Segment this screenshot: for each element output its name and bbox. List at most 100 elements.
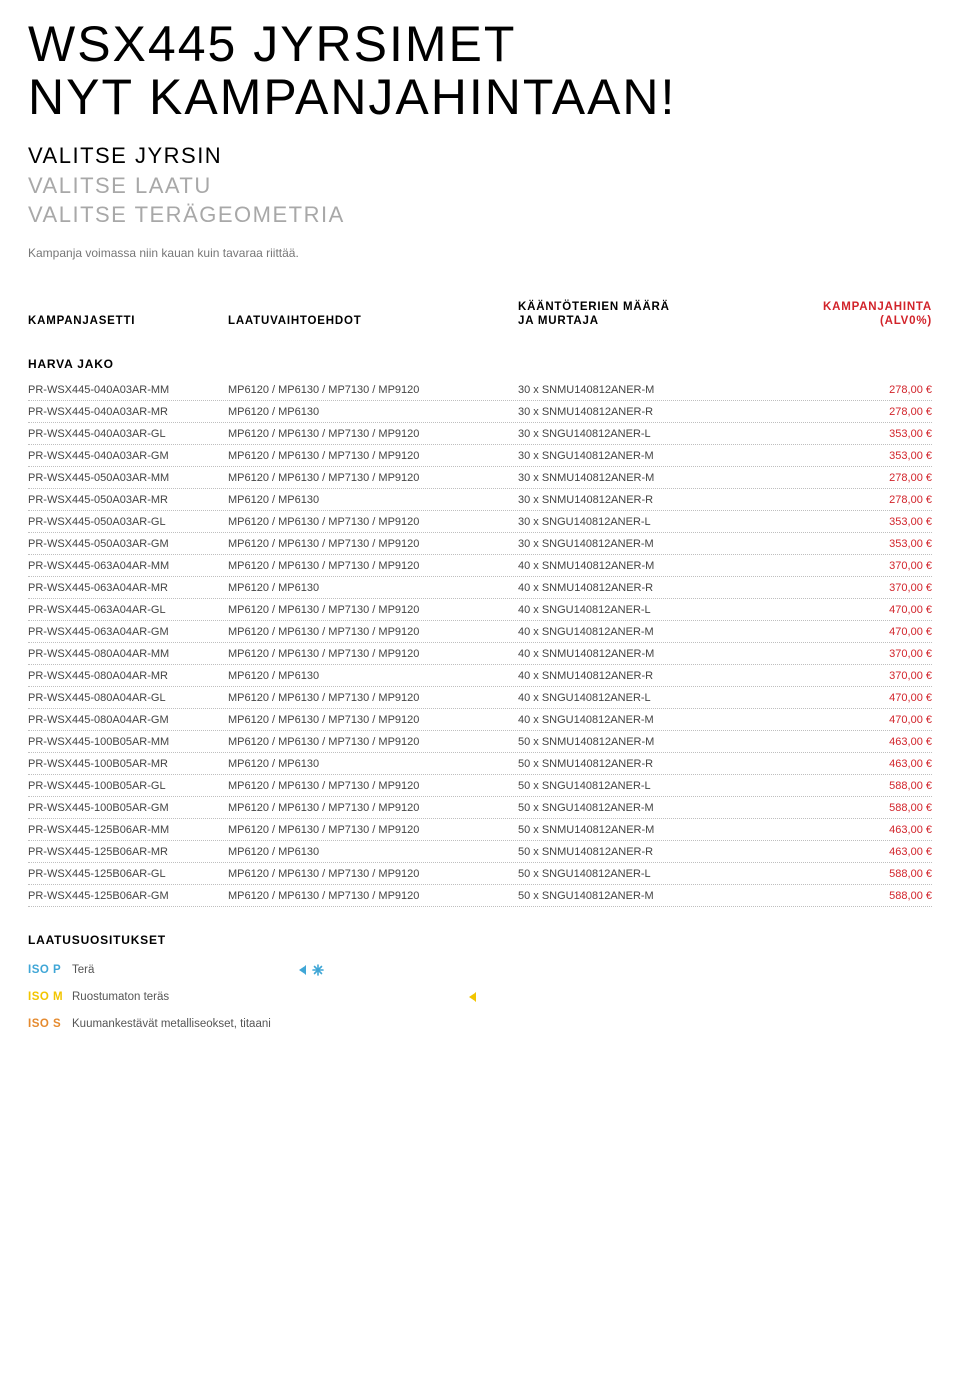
cell-c1: PR-WSX445-063A04AR-MR [28,582,228,594]
subtitle-line-3: VALITSE TERÄGEOMETRIA [28,200,932,230]
rec-label: Terä [72,963,292,977]
cell-c2: MP6120 / MP6130 / MP7130 / MP9120 [228,868,518,880]
table-row: PR-WSX445-040A03AR-MMMP6120 / MP6130 / M… [28,379,932,401]
table-row: PR-WSX445-063A04AR-GLMP6120 / MP6130 / M… [28,599,932,621]
table-row: PR-WSX445-100B05AR-GLMP6120 / MP6130 / M… [28,775,932,797]
cell-c3: 30 x SNMU140812ANER-M [518,472,728,484]
rec-label: Ruostumaton teräs [72,990,292,1004]
cell-c2: MP6120 / MP6130 / MP7130 / MP9120 [228,560,518,572]
campaign-note: Kampanja voimassa niin kauan kuin tavara… [28,246,932,260]
cell-c2: MP6120 / MP6130 [228,582,518,594]
cell-c2: MP6120 / MP6130 / MP7130 / MP9120 [228,450,518,462]
cell-c1: PR-WSX445-063A04AR-GL [28,604,228,616]
cell-c2: MP6120 / MP6130 / MP7130 / MP9120 [228,604,518,616]
cell-c4: 588,00 € [728,868,932,880]
recommendations: LAATUSUOSITUKSET ISO PTerä ISO MRuostumat… [28,933,932,1033]
cell-c1: PR-WSX445-100B05AR-MM [28,736,228,748]
cell-c3: 50 x SNMU140812ANER-M [518,824,728,836]
cell-c4: 370,00 € [728,670,932,682]
rec-row-iso-p: ISO PTerä [28,961,932,979]
rec-code: ISO M [28,991,72,1003]
cell-c3: 30 x SNMU140812ANER-M [518,384,728,396]
cell-c4: 353,00 € [728,516,932,528]
cell-c1: PR-WSX445-040A03AR-MR [28,406,228,418]
cell-c4: 353,00 € [728,428,932,440]
cell-c4: 353,00 € [728,538,932,550]
cell-c3: 50 x SNMU140812ANER-R [518,846,728,858]
cell-c4: 278,00 € [728,406,932,418]
snowflake-icon [312,964,324,976]
cell-c2: MP6120 / MP6130 / MP7130 / MP9120 [228,692,518,704]
cell-c2: MP6120 / MP6130 [228,494,518,506]
cell-c2: MP6120 / MP6130 [228,758,518,770]
rec-row-iso-s: ISO SKuumankestävät metalliseokset, tita… [28,1015,932,1033]
cell-c1: PR-WSX445-125B06AR-MR [28,846,228,858]
cell-c3: 50 x SNMU140812ANER-M [518,736,728,748]
cell-c4: 278,00 € [728,384,932,396]
cell-c1: PR-WSX445-100B05AR-MR [28,758,228,770]
table-row: PR-WSX445-050A03AR-GLMP6120 / MP6130 / M… [28,511,932,533]
cell-c3: 30 x SNGU140812ANER-L [518,428,728,440]
cell-c3: 50 x SNGU140812ANER-L [518,780,728,792]
cell-c3: 30 x SNGU140812ANER-M [518,538,728,550]
table-row: PR-WSX445-080A04AR-MMMP6120 / MP6130 / M… [28,643,932,665]
cell-c1: PR-WSX445-040A03AR-GM [28,450,228,462]
subtitle-line-2: VALITSE LAATU [28,171,932,201]
cell-c4: 463,00 € [728,824,932,836]
table-row: PR-WSX445-125B06AR-MMMP6120 / MP6130 / M… [28,819,932,841]
cell-c2: MP6120 / MP6130 / MP7130 / MP9120 [228,516,518,528]
cell-c2: MP6120 / MP6130 / MP7130 / MP9120 [228,736,518,748]
table-row: PR-WSX445-080A04AR-MRMP6120 / MP613040 x… [28,665,932,687]
cell-c2: MP6120 / MP6130 [228,670,518,682]
cell-c1: PR-WSX445-050A03AR-GM [28,538,228,550]
header-kaantoterien: KÄÄNTÖTERIEN MÄÄRÄ JA MURTAJA [518,300,728,329]
cell-c1: PR-WSX445-080A04AR-MM [28,648,228,660]
rec-icons [462,990,476,1004]
cell-c1: PR-WSX445-040A03AR-MM [28,384,228,396]
cell-c4: 470,00 € [728,692,932,704]
cell-c1: PR-WSX445-080A04AR-GM [28,714,228,726]
table-row: PR-WSX445-100B05AR-MRMP6120 / MP613050 x… [28,753,932,775]
cell-c1: PR-WSX445-040A03AR-GL [28,428,228,440]
cell-c4: 588,00 € [728,802,932,814]
cell-c2: MP6120 / MP6130 / MP7130 / MP9120 [228,626,518,638]
cell-c3: 40 x SNMU140812ANER-M [518,648,728,660]
cell-c3: 40 x SNGU140812ANER-L [518,604,728,616]
cell-c1: PR-WSX445-125B06AR-GM [28,890,228,902]
table-body: PR-WSX445-040A03AR-MMMP6120 / MP6130 / M… [28,379,932,907]
cell-c2: MP6120 / MP6130 / MP7130 / MP9120 [228,802,518,814]
table-row: PR-WSX445-080A04AR-GMMP6120 / MP6130 / M… [28,709,932,731]
cell-c2: MP6120 / MP6130 [228,846,518,858]
cell-c2: MP6120 / MP6130 / MP7130 / MP9120 [228,890,518,902]
cell-c4: 370,00 € [728,582,932,594]
cell-c3: 40 x SNGU140812ANER-M [518,714,728,726]
cell-c2: MP6120 / MP6130 / MP7130 / MP9120 [228,428,518,440]
table-row: PR-WSX445-125B06AR-MRMP6120 / MP613050 x… [28,841,932,863]
cell-c2: MP6120 / MP6130 / MP7130 / MP9120 [228,384,518,396]
cell-c2: MP6120 / MP6130 / MP7130 / MP9120 [228,780,518,792]
header-laatuvaihtoehdot: LAATUVAIHTOEHDOT [228,314,518,328]
cell-c2: MP6120 / MP6130 / MP7130 / MP9120 [228,648,518,660]
table-row: PR-WSX445-125B06AR-GMMP6120 / MP6130 / M… [28,885,932,907]
table-row: PR-WSX445-040A03AR-GLMP6120 / MP6130 / M… [28,423,932,445]
cell-c2: MP6120 / MP6130 / MP7130 / MP9120 [228,714,518,726]
table-row: PR-WSX445-040A03AR-GMMP6120 / MP6130 / M… [28,445,932,467]
cell-c4: 463,00 € [728,758,932,770]
cell-c1: PR-WSX445-100B05AR-GM [28,802,228,814]
cell-c3: 50 x SNGU140812ANER-M [518,802,728,814]
cell-c4: 463,00 € [728,846,932,858]
pacman-icon [292,963,306,977]
cell-c3: 40 x SNGU140812ANER-L [518,692,728,704]
cell-c1: PR-WSX445-080A04AR-MR [28,670,228,682]
cell-c4: 470,00 € [728,604,932,616]
pricing-table: KAMPANJASETTI LAATUVAIHTOEHDOT KÄÄNTÖTER… [28,300,932,907]
table-row: PR-WSX445-063A04AR-MRMP6120 / MP613040 x… [28,577,932,599]
cell-c4: 370,00 € [728,560,932,572]
cell-c2: MP6120 / MP6130 / MP7130 / MP9120 [228,538,518,550]
subtitle-group: VALITSE JYRSIN VALITSE LAATU VALITSE TER… [28,141,932,230]
recommendations-title: LAATUSUOSITUKSET [28,933,932,947]
cell-c1: PR-WSX445-050A03AR-GL [28,516,228,528]
table-header-row: KAMPANJASETTI LAATUVAIHTOEHDOT KÄÄNTÖTER… [28,300,932,337]
table-row: PR-WSX445-040A03AR-MRMP6120 / MP613030 x… [28,401,932,423]
cell-c3: 50 x SNMU140812ANER-R [518,758,728,770]
